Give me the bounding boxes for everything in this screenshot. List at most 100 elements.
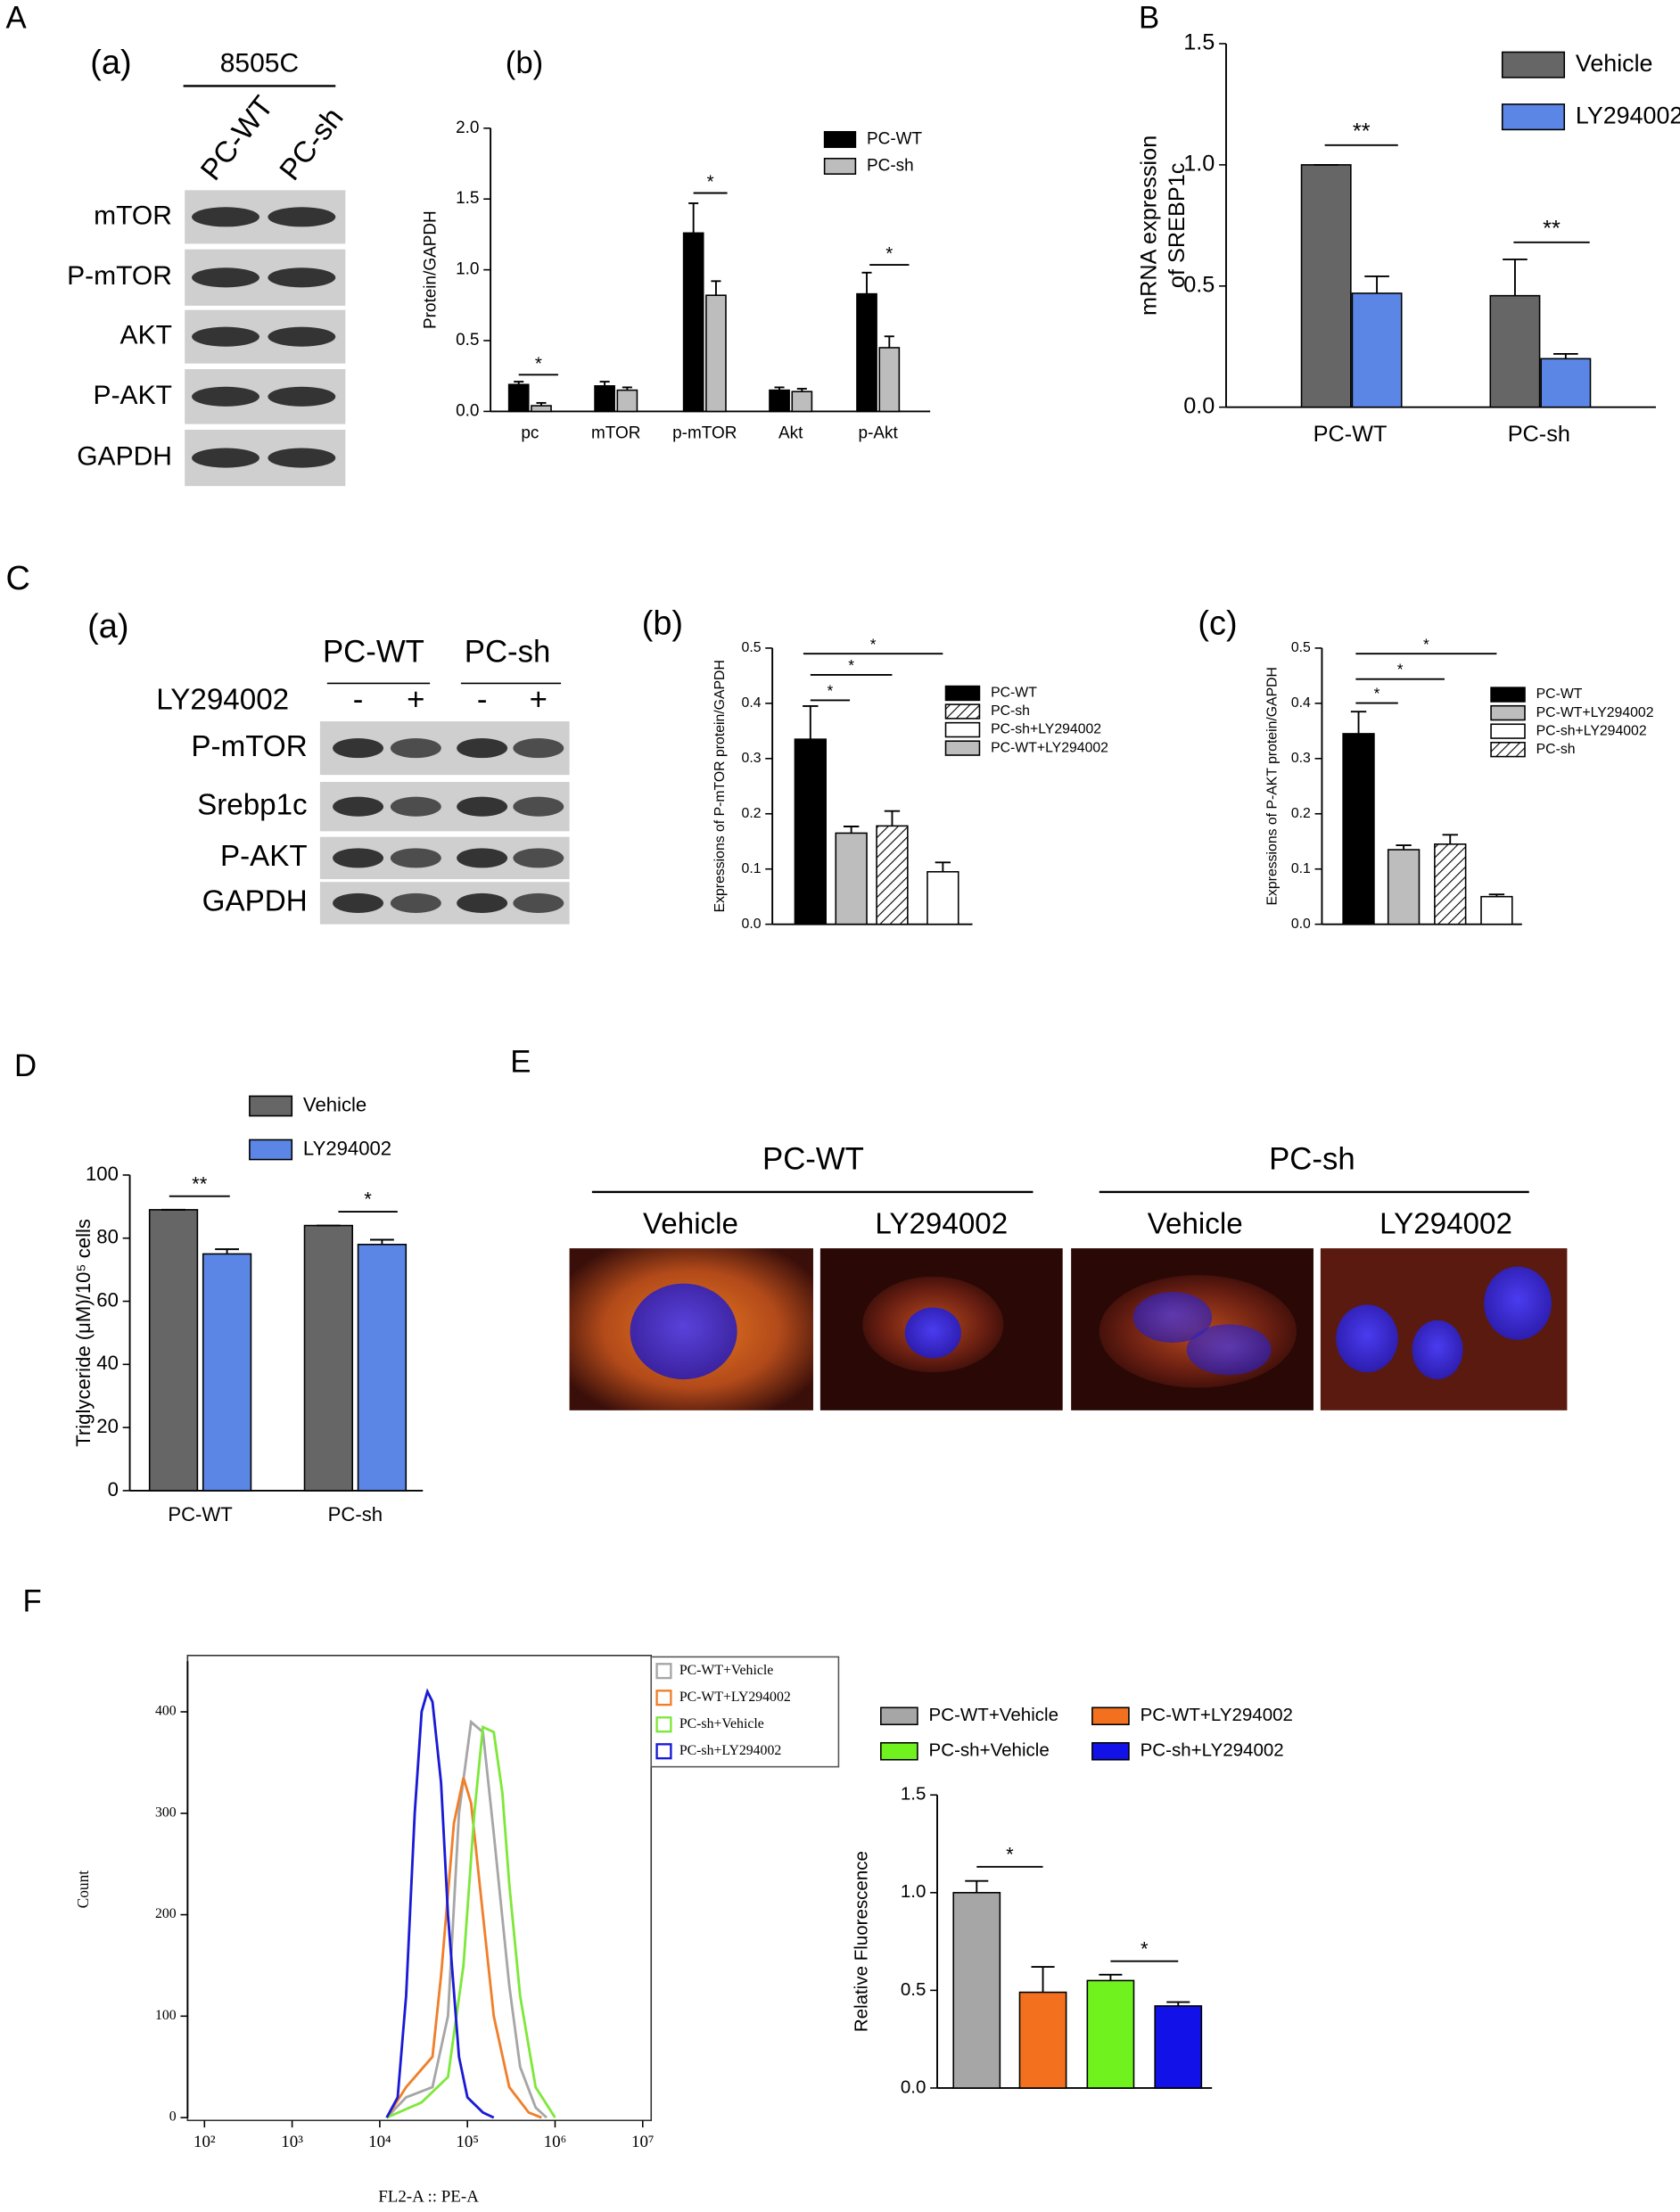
bar bbox=[876, 825, 909, 925]
error-bar bbox=[884, 335, 894, 348]
legend-label: PC-WT bbox=[991, 686, 1037, 701]
blot-band bbox=[192, 267, 259, 288]
blot-band bbox=[513, 848, 564, 868]
condition-label: LY294002 bbox=[1379, 1208, 1512, 1241]
group-label: PC-sh bbox=[465, 635, 551, 669]
x-tick-label: 10⁶ bbox=[544, 2133, 567, 2151]
micrograph bbox=[1320, 1248, 1568, 1410]
y-tick-label: 0.0 bbox=[456, 401, 479, 420]
significance-label: * bbox=[828, 681, 834, 699]
y-tick-label: 1.5 bbox=[456, 189, 479, 208]
chart-title: (b) bbox=[506, 46, 543, 80]
lane-label: PC-sh bbox=[274, 102, 350, 186]
blot-label: Srebp1c bbox=[197, 788, 308, 821]
blot-label: GAPDH bbox=[77, 442, 172, 472]
blot-label: P-AKT bbox=[220, 840, 308, 873]
legend-label: PC-WT+LY294002 bbox=[1141, 1705, 1293, 1725]
legend-label: PC-sh+LY294002 bbox=[679, 1743, 782, 1758]
y-tick-label: 0.5 bbox=[456, 331, 479, 349]
y-tick-label: 0.5 bbox=[1291, 640, 1311, 655]
panel-letter: C bbox=[5, 560, 29, 597]
y-tick-label: 0 bbox=[108, 1478, 119, 1501]
legend-label: PC-WT bbox=[867, 129, 923, 148]
x-tick-label: PC-WT bbox=[1314, 422, 1388, 447]
blot-band bbox=[513, 892, 564, 914]
y-tick-label: 400 bbox=[155, 1704, 177, 1719]
condition-label: LY294002 bbox=[875, 1208, 1008, 1241]
y-tick-label: 40 bbox=[96, 1352, 119, 1374]
x-tick-label: pc bbox=[521, 424, 539, 443]
y-tick-label: 1.0 bbox=[901, 1881, 926, 1902]
y-tick-label: 0.0 bbox=[901, 2076, 926, 2097]
x-tick-label: Akt bbox=[778, 424, 803, 443]
chart-title: (c) bbox=[1198, 605, 1237, 643]
histogram-line bbox=[386, 1724, 556, 2119]
group-label: PC-WT bbox=[762, 1142, 864, 1176]
blot-label: P-mTOR bbox=[191, 730, 307, 763]
legend-label: PC-WT+LY294002 bbox=[1536, 705, 1654, 720]
blot-label: AKT bbox=[120, 321, 172, 350]
bar bbox=[594, 385, 615, 413]
cell-line: 8505C bbox=[220, 49, 299, 78]
significance-label: ** bbox=[1353, 119, 1371, 144]
x-tick-label: PC-sh bbox=[328, 1503, 383, 1525]
bar bbox=[507, 383, 530, 413]
panel-letter: F bbox=[22, 1585, 41, 1619]
blot-label: P-mTOR bbox=[67, 261, 172, 291]
y-tick-label: 0.5 bbox=[1183, 272, 1215, 297]
y-tick-label: 0.0 bbox=[1291, 917, 1311, 932]
x-tick-label: PC-sh bbox=[1508, 422, 1570, 447]
x-tick-label: p-mTOR bbox=[672, 424, 737, 443]
bar bbox=[952, 1892, 1001, 2089]
blot-label: mTOR bbox=[94, 201, 172, 230]
significance-label: * bbox=[707, 172, 714, 193]
y-tick-label: 1.0 bbox=[1183, 152, 1215, 177]
y-axis-label: Protein/GAPDH bbox=[422, 210, 441, 329]
y-tick-label: 300 bbox=[155, 1805, 177, 1820]
legend-swatch bbox=[1490, 704, 1526, 721]
legend-swatch bbox=[1501, 51, 1566, 78]
legend-swatch bbox=[944, 685, 981, 702]
blot-band bbox=[457, 738, 508, 759]
bar bbox=[1434, 843, 1467, 925]
error-bar bbox=[796, 388, 807, 392]
legend-label: PC-sh+LY294002 bbox=[1536, 723, 1647, 738]
bar bbox=[303, 1224, 354, 1492]
legend-label: PC-WT+LY294002 bbox=[991, 740, 1108, 755]
y-tick-label: 0.2 bbox=[1291, 806, 1311, 821]
blot-label: GAPDH bbox=[202, 885, 308, 918]
significance-label: * bbox=[1423, 635, 1429, 653]
error-bar bbox=[935, 861, 951, 872]
x-tick-label: 10⁴ bbox=[368, 2133, 391, 2151]
significance-label: * bbox=[1141, 1937, 1149, 1960]
x-tick-label: PC-WT bbox=[168, 1503, 232, 1525]
y-tick-label: 1.5 bbox=[901, 1784, 926, 1805]
legend-swatch bbox=[249, 1139, 293, 1161]
y-tick-label: 2.0 bbox=[456, 119, 479, 137]
significance-label: * bbox=[1397, 661, 1404, 678]
error-bar bbox=[1166, 2001, 1190, 2006]
legend-label: Vehicle bbox=[1576, 50, 1653, 77]
sign: + bbox=[407, 683, 424, 717]
legend-swatch bbox=[249, 1095, 293, 1117]
blot-band bbox=[513, 796, 564, 817]
y-tick-label: 100 bbox=[155, 2008, 177, 2023]
error-bar bbox=[599, 381, 610, 386]
y-tick-label: 0.1 bbox=[742, 861, 762, 876]
error-bar bbox=[1350, 711, 1367, 734]
bar bbox=[705, 294, 727, 413]
error-bar bbox=[774, 386, 785, 391]
blot-band bbox=[192, 386, 259, 407]
blot-band bbox=[333, 796, 383, 817]
condition-label: Vehicle bbox=[643, 1208, 738, 1241]
y-tick-label: 0.4 bbox=[1291, 695, 1311, 711]
y-axis-label: Relative Fluorescence bbox=[852, 1851, 872, 2032]
blot-band bbox=[457, 848, 508, 868]
error-bar bbox=[688, 202, 699, 234]
legend-label: PC-sh bbox=[991, 703, 1030, 719]
bar bbox=[616, 389, 638, 413]
error-bar bbox=[965, 1879, 989, 1893]
legend-swatch bbox=[1490, 742, 1526, 758]
